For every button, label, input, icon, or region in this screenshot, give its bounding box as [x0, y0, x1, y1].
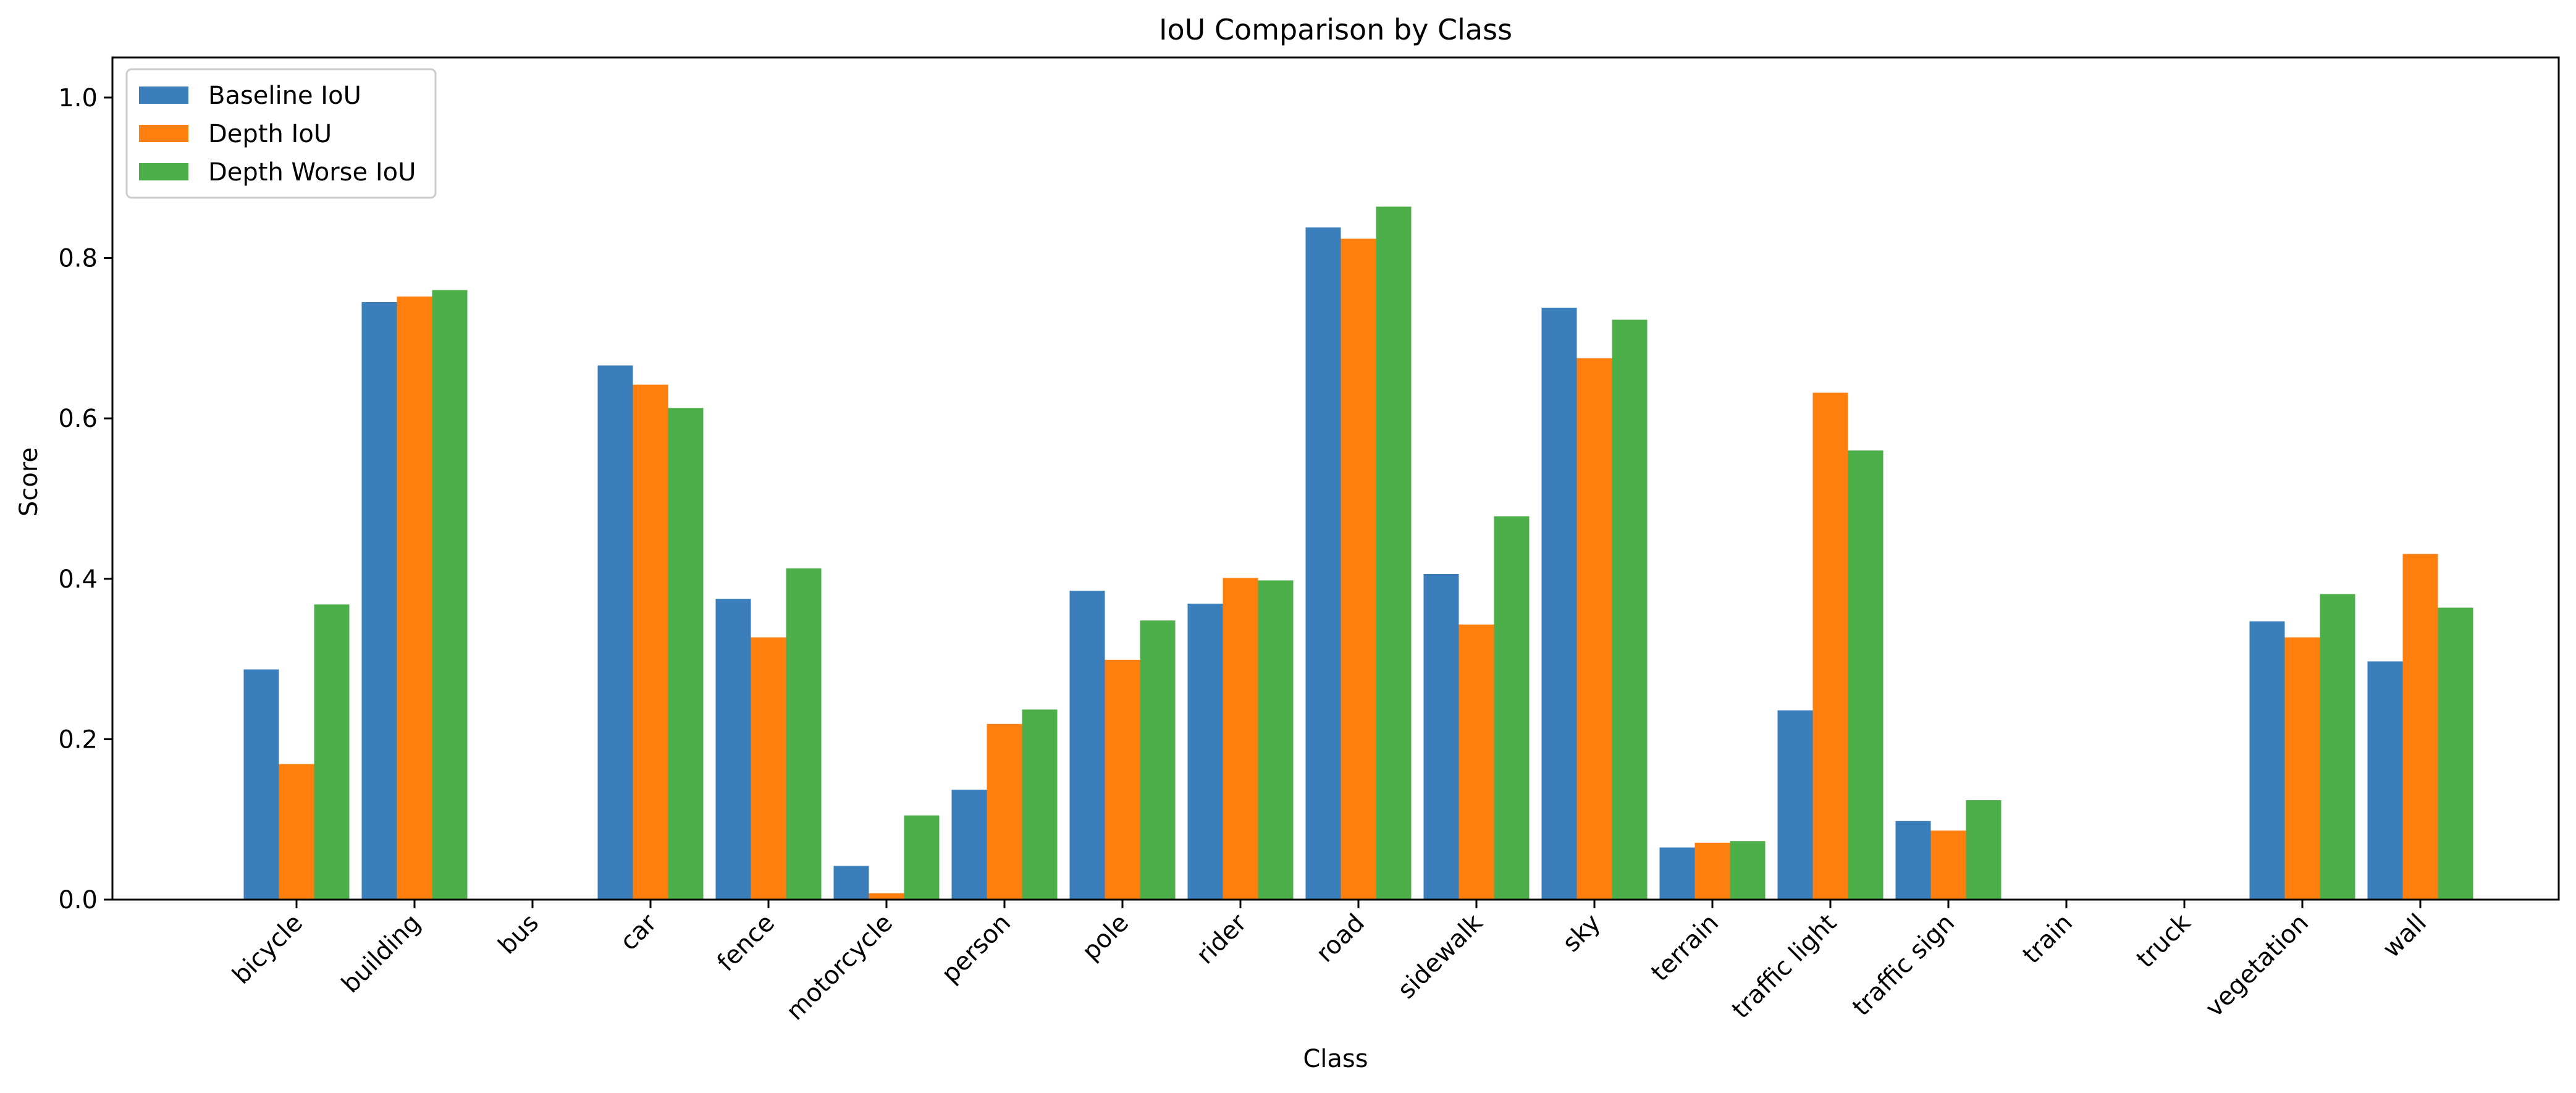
bar	[1376, 206, 1412, 900]
bar	[1612, 319, 1648, 900]
bar	[2402, 554, 2438, 900]
bar	[1140, 620, 1176, 900]
bar	[1576, 358, 1612, 900]
bar	[597, 365, 633, 900]
y-tick-label: 0.6	[58, 405, 98, 433]
bar	[2438, 607, 2473, 900]
bar	[1848, 450, 1884, 900]
legend-swatch	[139, 163, 188, 180]
bar	[1423, 573, 1459, 900]
plot-frame	[111, 56, 2560, 901]
series-1	[243, 227, 2403, 900]
bar	[1659, 847, 1695, 900]
y-tick-label: 0.2	[58, 725, 98, 754]
bar	[1895, 821, 1931, 900]
legend-label: Depth Worse IoU	[208, 158, 416, 187]
bar	[1966, 800, 2001, 900]
y-axis-ticks: 0.0 0.2 0.4 0.6 0.8 1.0	[58, 84, 112, 914]
bar	[951, 790, 987, 900]
legend-swatch	[139, 87, 188, 104]
legend-swatch	[139, 125, 188, 142]
bar	[904, 815, 940, 900]
bar	[633, 384, 668, 900]
bar	[786, 568, 822, 900]
chart-title: IoU Comparison by Class	[1159, 13, 1512, 46]
bar	[751, 637, 786, 900]
y-tick-label: 0.8	[58, 245, 98, 273]
x-axis-label: Class	[1303, 1045, 1368, 1073]
bar	[1812, 392, 1848, 900]
bar	[1930, 830, 1966, 900]
bar	[869, 893, 904, 900]
bar	[1694, 842, 1730, 900]
legend-label: Baseline IoU	[208, 82, 361, 110]
bar	[2284, 637, 2320, 900]
legend-box	[125, 68, 437, 199]
bar	[1223, 578, 1258, 900]
series-2	[279, 238, 2438, 900]
bar	[2367, 661, 2403, 900]
bar	[1305, 227, 1341, 900]
bar	[1105, 659, 1140, 900]
bar	[279, 764, 314, 900]
bar	[833, 866, 869, 900]
bar	[1341, 238, 1376, 900]
bar	[2249, 621, 2285, 900]
bar	[361, 302, 397, 900]
bar	[432, 290, 468, 900]
bar	[1730, 841, 1766, 900]
legend-label: Depth IoU	[208, 120, 332, 148]
bar	[397, 296, 432, 900]
y-tick-label: 0.4	[58, 565, 98, 594]
legend: Baseline IoU Depth IoU Depth Worse IoU	[125, 68, 437, 199]
bar	[715, 599, 751, 900]
y-axis-label: Score	[15, 447, 43, 517]
y-tick-label: 1.0	[58, 84, 98, 112]
bar	[987, 724, 1022, 900]
bar	[1494, 516, 1530, 900]
bar	[1777, 710, 1813, 900]
y-tick-label: 0.0	[58, 886, 98, 914]
bar	[314, 604, 350, 900]
bars-layer	[243, 206, 2473, 900]
bar	[2320, 594, 2355, 900]
bar	[1258, 580, 1294, 900]
bar	[1458, 624, 1494, 900]
bar	[1187, 604, 1223, 900]
bar	[668, 408, 704, 900]
bar	[1541, 308, 1577, 900]
bar	[243, 669, 279, 900]
series-3	[314, 206, 2473, 900]
bar	[1022, 709, 1058, 900]
bar	[1069, 591, 1105, 900]
